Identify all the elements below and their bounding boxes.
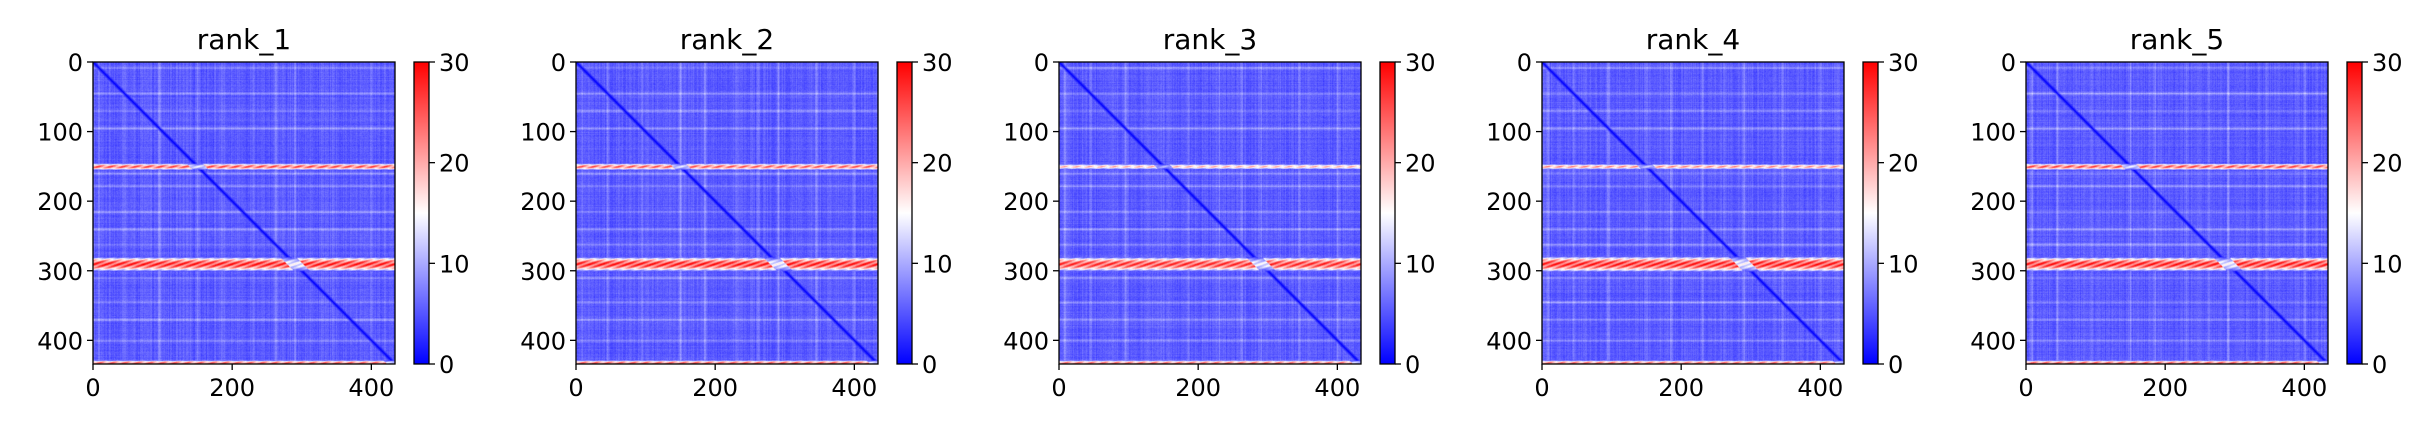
y-tick-label: 0: [551, 49, 566, 77]
plot-frame: [92, 61, 396, 365]
y-tick-label: 400: [1003, 327, 1049, 355]
y-tick-label: 0: [68, 49, 83, 77]
y-tick-label: 100: [37, 119, 83, 147]
x-tick-label: 400: [2281, 374, 2327, 402]
colorbar: [2346, 61, 2363, 365]
heatmap-image: [2026, 62, 2328, 364]
x-tick-label: 200: [692, 374, 738, 402]
x-tick-label: 200: [1175, 374, 1221, 402]
colorbar-tick-label: 30: [2372, 49, 2403, 77]
colorbar-tick-label: 10: [1888, 250, 1919, 278]
panel-title: rank_4: [1646, 23, 1740, 56]
y-tick-label: 200: [520, 188, 566, 216]
colorbar-tick-label: 10: [922, 250, 953, 278]
colorbar-tick-label: 10: [1405, 250, 1436, 278]
x-tick-label: 400: [1314, 374, 1360, 402]
plot-frame: [2025, 61, 2329, 365]
panel-title: rank_3: [1163, 23, 1257, 56]
colorbar-tick-label: 20: [1888, 150, 1919, 178]
y-tick-label: 0: [1034, 49, 1049, 77]
colorbar-tick-label: 20: [1405, 150, 1436, 178]
colorbar-tick-label: 20: [439, 150, 470, 178]
x-tick-label: 0: [1534, 374, 1549, 402]
y-tick-label: 100: [1970, 119, 2016, 147]
y-tick-label: 300: [1003, 258, 1049, 286]
y-tick-label: 200: [1003, 188, 1049, 216]
colorbar-tick-label: 0: [1405, 351, 1420, 379]
heatmap-image: [1059, 62, 1361, 364]
colorbar-tick-label: 0: [439, 351, 454, 379]
y-tick-label: 200: [1486, 188, 1532, 216]
colorbar-tick-label: 10: [2372, 250, 2403, 278]
colorbar-tick-label: 20: [922, 150, 953, 178]
x-tick-label: 0: [2018, 374, 2033, 402]
x-tick-label: 200: [209, 374, 255, 402]
x-tick-label: 0: [85, 374, 100, 402]
colorbar-tick-label: 30: [439, 49, 470, 77]
plot-frame: [575, 61, 879, 365]
colorbar: [1862, 61, 1879, 365]
y-tick-label: 400: [520, 327, 566, 355]
x-tick-label: 400: [831, 374, 877, 402]
y-tick-label: 100: [1486, 119, 1532, 147]
panel-title: rank_1: [197, 23, 291, 56]
heatmap-image: [1542, 62, 1844, 364]
x-tick-label: 400: [348, 374, 394, 402]
y-tick-label: 400: [1970, 327, 2016, 355]
colorbar-tick-label: 30: [1405, 49, 1436, 77]
plot-frame: [1541, 61, 1845, 365]
colorbar-tick-label: 30: [1888, 49, 1919, 77]
x-tick-label: 0: [1051, 374, 1066, 402]
colorbar-tick-label: 10: [439, 250, 470, 278]
y-tick-label: 100: [1003, 119, 1049, 147]
colorbar-tick-label: 30: [922, 49, 953, 77]
y-tick-label: 200: [1970, 188, 2016, 216]
colorbar-tick-label: 0: [2372, 351, 2387, 379]
colorbar-tick-label: 20: [2372, 150, 2403, 178]
x-tick-label: 0: [568, 374, 583, 402]
colorbar-tick-label: 0: [922, 351, 937, 379]
y-tick-label: 400: [1486, 327, 1532, 355]
x-tick-label: 200: [1658, 374, 1704, 402]
panel-title: rank_5: [2130, 23, 2224, 56]
y-tick-label: 300: [1970, 258, 2016, 286]
y-tick-label: 100: [520, 119, 566, 147]
panel-title: rank_2: [680, 23, 774, 56]
colorbar-tick-label: 0: [1888, 351, 1903, 379]
y-tick-label: 400: [37, 327, 83, 355]
y-tick-label: 0: [1517, 49, 1532, 77]
y-tick-label: 200: [37, 188, 83, 216]
y-tick-label: 300: [520, 258, 566, 286]
y-tick-label: 300: [37, 258, 83, 286]
x-tick-label: 200: [2142, 374, 2188, 402]
x-tick-label: 400: [1797, 374, 1843, 402]
heatmap-image: [576, 62, 878, 364]
y-tick-label: 300: [1486, 258, 1532, 286]
colorbar: [1379, 61, 1396, 365]
heatmap-image: [93, 62, 395, 364]
colorbar: [896, 61, 913, 365]
y-tick-label: 0: [2001, 49, 2016, 77]
plot-frame: [1058, 61, 1362, 365]
colorbar: [413, 61, 430, 365]
